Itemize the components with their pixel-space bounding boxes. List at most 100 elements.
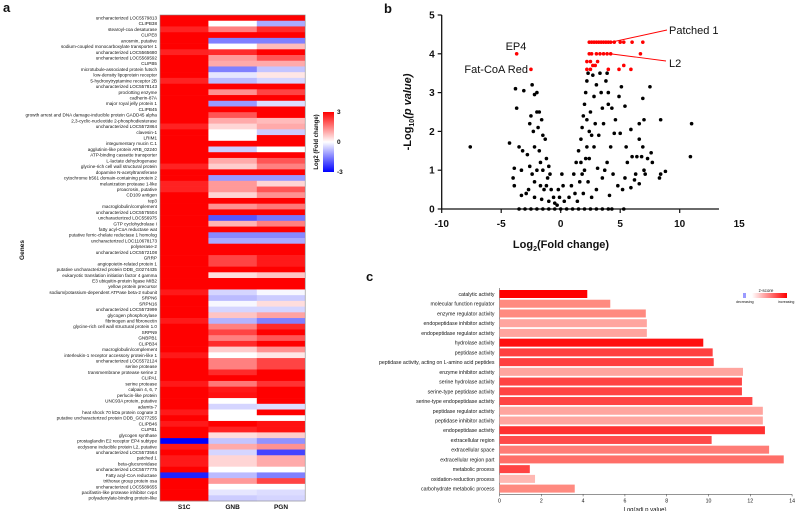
bar-category-label: catalytic activity: [458, 292, 494, 298]
heatmap-cell: [160, 306, 209, 313]
gene-label: LRIM1: [143, 136, 157, 141]
heatmap-cell: [160, 192, 209, 199]
colorbar-tick-label: 3: [337, 109, 341, 116]
bar-category-label: endopeptidase inhibitor activity: [424, 321, 495, 327]
data-point: [567, 195, 571, 200]
heatmap-cell: [208, 369, 258, 376]
y-tick-label: 1: [429, 166, 435, 177]
heatmap-cell: [256, 483, 306, 490]
heatmap-cell: [256, 255, 306, 262]
heatmap-cell: [160, 60, 209, 67]
gene-label: tep3: [148, 198, 157, 203]
heatmap-cell: [208, 295, 258, 302]
data-point: [527, 164, 532, 169]
heatmap-cell: [256, 215, 306, 222]
heatmap-cell: [208, 152, 258, 159]
heatmap-cell: [160, 443, 209, 450]
gene-label: cadherin-87A: [130, 96, 158, 101]
bar: [499, 426, 765, 435]
heatmap-cell: [256, 175, 306, 182]
data-point: [595, 166, 600, 171]
bar-category-label: serine-type peptidase activity: [428, 389, 495, 395]
data-point: [576, 149, 581, 153]
heatmap-cell: [160, 89, 209, 96]
heatmap-cell: [160, 478, 209, 485]
bar: [499, 445, 770, 454]
gene-label: calpain 4, 6, 7: [128, 387, 157, 392]
gene-label: SRPN6: [142, 296, 158, 301]
data-point: [592, 145, 596, 149]
heatmap-cell: [256, 26, 306, 33]
data-point: [547, 164, 551, 169]
data-point: [523, 207, 527, 211]
heatmap-cell: [160, 283, 209, 290]
bar: [499, 319, 647, 328]
panel-label-b: b: [384, 1, 392, 16]
heatmap-cell: [208, 438, 258, 445]
data-point: [544, 183, 549, 188]
heatmap-cell: [160, 197, 209, 204]
heatmap-cell: [256, 123, 306, 130]
heatmap-cell: [160, 203, 209, 210]
gene-label: GTP cyclohydrolase I: [113, 221, 157, 226]
data-point: [588, 110, 593, 114]
heatmap-cell: [160, 415, 209, 422]
gene-label: sodium-coupled monocarboxylate transport…: [61, 44, 157, 49]
heatmap-cell: [208, 77, 258, 84]
heatmap-cell: [256, 169, 306, 176]
data-point: [612, 131, 617, 136]
heatmap-cell: [208, 180, 258, 187]
gene-label: angiopoietin-related protein 1: [97, 261, 157, 266]
heatmap-cell: [256, 226, 306, 233]
gene-label: uncharacterized LOC5565680: [96, 50, 158, 55]
data-point: [616, 183, 620, 188]
gene-label: SRPN16: [139, 301, 157, 306]
data-point: [532, 145, 537, 149]
heatmap-cell: [208, 392, 258, 399]
legend-low-label: decreasing: [736, 300, 754, 304]
gene-label: CD109 antigen: [126, 193, 157, 198]
heatmap-cell: [160, 152, 209, 159]
data-point: [596, 133, 601, 138]
heatmap-cell: [208, 32, 258, 39]
heatmap-cell: [208, 169, 258, 176]
bar: [499, 338, 704, 347]
data-point: [543, 137, 548, 141]
gene-label: polyserase-2: [131, 244, 158, 249]
data-point: [619, 84, 624, 89]
heatmap-cell: [208, 398, 258, 405]
gene-label: uncharacterized LOC5573999: [96, 307, 158, 312]
heatmap-cell: [160, 112, 209, 119]
gene-label: CLIPB46: [139, 421, 158, 426]
data-point: [641, 96, 645, 101]
gene-label: putative uncharacterized protein DDB_G02…: [57, 267, 158, 272]
data-point: [569, 183, 574, 188]
heatmap-cell: [208, 89, 258, 96]
gene-label: uncharacterized LOC5572108: [96, 250, 158, 255]
data-point: [529, 207, 533, 211]
heatmap-cell: [208, 72, 258, 79]
heatmap-cell: [160, 329, 209, 336]
gene-label: fibrinogen and fibronectin: [105, 318, 157, 323]
heatmap-cell: [160, 146, 209, 153]
data-point: [617, 94, 621, 99]
gene-label: uncharacterized LOC5575504: [96, 210, 158, 215]
panel-label-a: a: [3, 0, 11, 15]
heatmap-cell: [160, 335, 209, 342]
gene-label: putative ferric-chelate reductase 1 homo…: [69, 233, 158, 238]
data-point: [512, 183, 517, 188]
data-point: [576, 207, 581, 211]
heatmap-cell: [160, 409, 209, 416]
heatmap-cell: [256, 266, 306, 273]
heatmap-cell: [208, 289, 258, 296]
heatmap-cell: [160, 380, 209, 387]
heatmap-cell: [160, 495, 209, 502]
data-point: [621, 207, 626, 211]
heatmap-cell: [208, 449, 258, 456]
heatmap-cell: [256, 95, 306, 102]
heatmap-cell: [256, 335, 306, 342]
heatmap-cell: [256, 409, 306, 416]
heatmap-cell: [256, 380, 306, 387]
colorbar-tick-label: -3: [337, 169, 343, 176]
